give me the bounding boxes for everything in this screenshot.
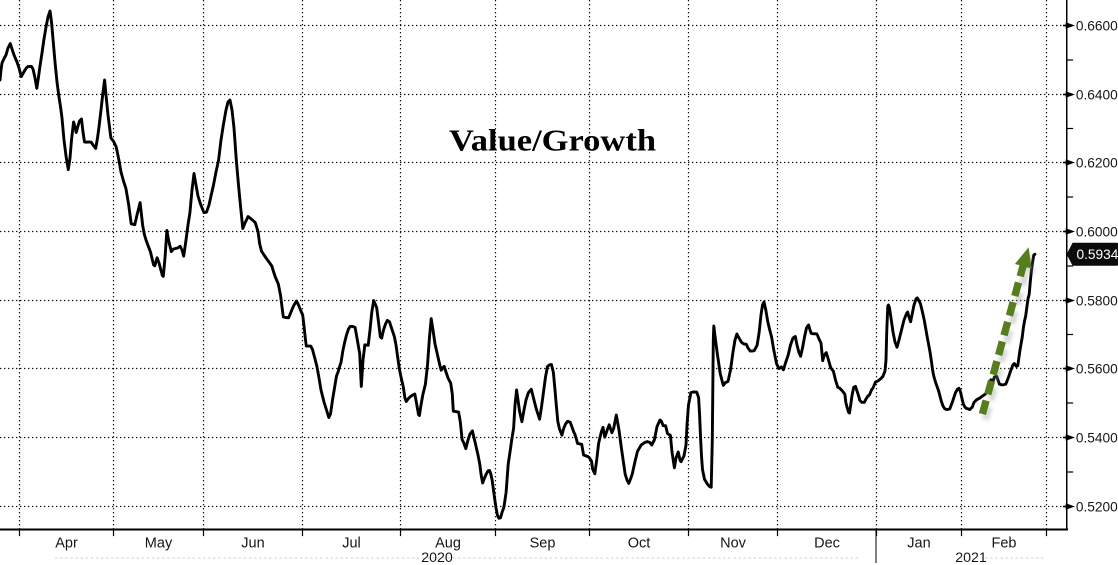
svg-text:0.5400: 0.5400 [1076, 430, 1118, 445]
svg-text:Jun: Jun [241, 535, 264, 551]
svg-text:Value/Growth: Value/Growth [449, 123, 656, 158]
svg-text:0.6000: 0.6000 [1076, 224, 1118, 239]
svg-text:Nov: Nov [720, 535, 747, 551]
svg-text:Jan: Jan [907, 535, 930, 551]
svg-text:0.5200: 0.5200 [1076, 499, 1118, 514]
svg-text:Sep: Sep [530, 535, 556, 551]
svg-text:0.5800: 0.5800 [1076, 293, 1118, 308]
svg-text:Feb: Feb [992, 535, 1017, 551]
svg-text:Oct: Oct [628, 535, 651, 551]
svg-text:0.5934: 0.5934 [1077, 247, 1118, 262]
svg-text:2020: 2020 [421, 550, 453, 565]
svg-text:0.5600: 0.5600 [1076, 361, 1118, 376]
svg-text:Dec: Dec [814, 535, 840, 551]
svg-text:Aug: Aug [435, 535, 461, 551]
svg-text:0.6400: 0.6400 [1076, 87, 1118, 102]
svg-text:0.6600: 0.6600 [1076, 18, 1118, 33]
svg-text:2021: 2021 [955, 550, 987, 565]
svg-text:Apr: Apr [55, 535, 78, 551]
svg-text:May: May [145, 535, 173, 551]
svg-text:Jul: Jul [342, 535, 361, 551]
svg-text:0.6200: 0.6200 [1076, 155, 1118, 170]
